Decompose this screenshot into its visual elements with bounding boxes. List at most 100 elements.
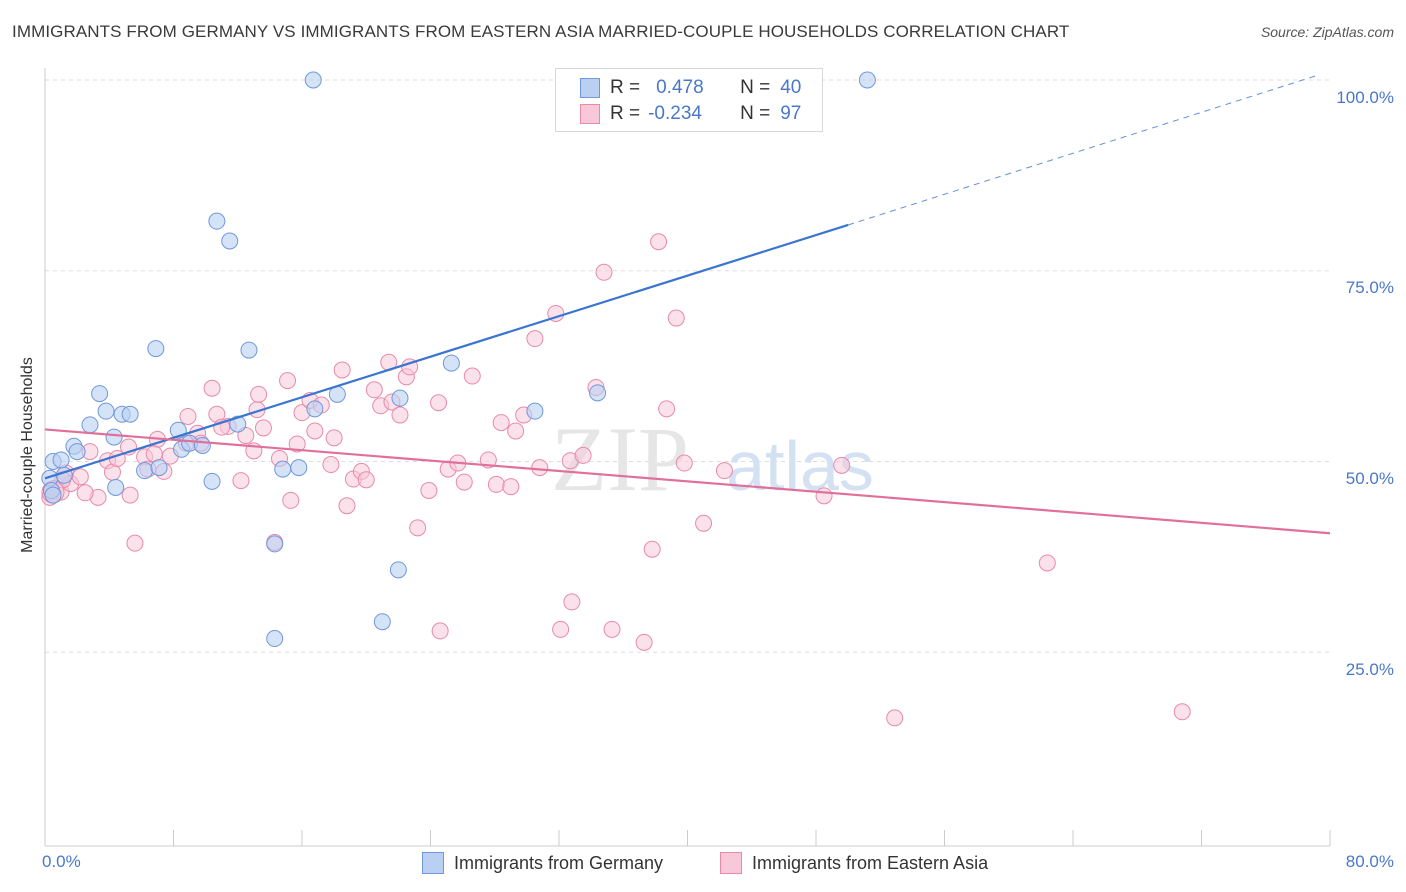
germany-swatch (580, 78, 600, 98)
eastasia-point (675, 454, 693, 472)
legend-item-germany[interactable]: Immigrants from Germany (422, 852, 663, 874)
trendlines (44, 74, 1331, 535)
germany-point (306, 400, 324, 418)
eastasia-point (715, 462, 733, 480)
eastasia-point (357, 471, 375, 489)
germany-trendline-extension (847, 74, 1318, 226)
germany-point (208, 212, 226, 230)
eastasia-point (203, 379, 221, 397)
eastasia-point (121, 486, 139, 504)
eastasia-point (232, 472, 250, 490)
eastasia-point (338, 497, 356, 515)
eastasia-point (833, 456, 851, 474)
germany-point (589, 384, 607, 402)
eastasia-point (667, 309, 685, 327)
eastasia-point (279, 372, 297, 390)
y-tick-50: 50.0% (1345, 469, 1394, 488)
germany-point (229, 415, 247, 433)
eastasia-point (563, 593, 581, 611)
germany-point (203, 472, 221, 490)
r-label: R = (610, 103, 641, 124)
germany-point (373, 613, 391, 631)
eastasia-point (595, 263, 613, 281)
chart-title: IMMIGRANTS FROM GERMANY VS IMMIGRANTS FR… (12, 22, 1070, 41)
eastasia-point (254, 419, 272, 437)
germany-point (391, 389, 409, 407)
r-label: R = (610, 77, 641, 98)
legend-swatch-germany (422, 852, 444, 874)
eastasia-point (552, 620, 570, 638)
eastasia-point (603, 620, 621, 638)
eastasia-point (420, 481, 438, 499)
germany-point (290, 459, 308, 477)
eastasia-point (365, 381, 383, 399)
eastasia-point (886, 709, 904, 727)
eastasia-point (455, 473, 473, 491)
eastasia-point (1173, 703, 1191, 721)
eastasia-point (531, 459, 549, 477)
germany-point (121, 405, 139, 423)
legend: Immigrants from Germany Immigrants from … (0, 852, 1406, 878)
stats-box: R = 0.478 N = 40 R = -0.234 N = 97 (555, 68, 823, 132)
legend-item-eastasia[interactable]: Immigrants from Eastern Asia (720, 852, 988, 874)
eastasia-point (815, 487, 833, 505)
germany-point (52, 451, 70, 469)
eastasia-point (409, 519, 427, 537)
germany-point (526, 402, 544, 420)
germany-point (105, 428, 123, 446)
eastasia-trendline (44, 428, 1331, 535)
eastasia-point (250, 385, 268, 403)
germany-point (147, 340, 165, 358)
legend-swatch-eastasia (720, 852, 742, 874)
germany-point (81, 416, 99, 434)
n-value: 97 (780, 103, 802, 124)
eastasia-point (487, 475, 505, 493)
eastasia-point (643, 540, 661, 558)
r-value: 0.478 (656, 77, 704, 98)
germany-point (858, 71, 876, 89)
eastasia-point (463, 367, 481, 385)
germany-point (44, 486, 62, 504)
germany-point (442, 354, 460, 372)
eastasia-point (288, 435, 306, 453)
n-label: N = (740, 77, 771, 98)
r-value: -0.234 (648, 103, 702, 124)
eastasia-point (76, 484, 94, 502)
eastasia-point (695, 514, 713, 532)
eastasia-point (650, 233, 668, 251)
eastasia-point (71, 468, 89, 486)
eastasia-point (431, 622, 449, 640)
germany-point (266, 535, 284, 553)
legend-label-germany: Immigrants from Germany (454, 852, 664, 873)
germany-point (389, 561, 407, 579)
x-tick-max: 80.0% (1345, 852, 1394, 871)
x-tick-min: 0.0% (42, 852, 81, 871)
germany-point (97, 402, 115, 420)
germany-point (240, 341, 258, 359)
eastasia-point (1038, 554, 1056, 572)
eastasia-point (658, 400, 676, 418)
y-tick-100: 100.0% (1336, 88, 1394, 107)
germany-point (107, 478, 125, 496)
germany-trendline (44, 223, 849, 480)
germany-point (304, 71, 322, 89)
eastasia-point (282, 491, 300, 509)
eastasia-point (322, 456, 340, 474)
stats-row-germany: R = 0.478 N = 40 (556, 76, 801, 100)
n-label: N = (740, 103, 771, 124)
axes (44, 68, 1331, 847)
eastasia-point (430, 394, 448, 412)
germany-point (150, 459, 168, 477)
eastasia-point (325, 429, 343, 447)
eastasia-point (507, 422, 525, 440)
eastasia-point (333, 361, 351, 379)
y-tick-75: 75.0% (1345, 278, 1394, 297)
germany-point (274, 460, 292, 478)
germany-points (41, 71, 876, 648)
watermark-atlas: atlas (726, 427, 874, 505)
n-value: 40 (780, 77, 802, 98)
germany-point (193, 436, 211, 454)
eastasia-point (526, 330, 544, 348)
germany-point (91, 385, 109, 403)
